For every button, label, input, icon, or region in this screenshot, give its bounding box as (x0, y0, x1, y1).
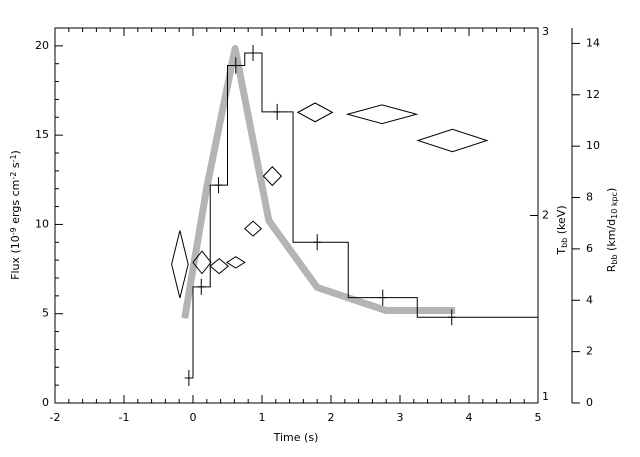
y-axis-label-part: s (9, 162, 22, 171)
y-tick-label: 0 (42, 396, 49, 409)
y-tick-label: 10 (35, 217, 49, 230)
y3-axis-label-part: ) (605, 188, 618, 192)
y-tick-label: 15 (35, 128, 49, 141)
temperature-diamond (416, 128, 489, 153)
flux-step (184, 52, 538, 379)
y3-tick-label: 14 (586, 36, 600, 49)
x-axis-label: Time (s) (273, 431, 319, 444)
y3-axis-label-part: bb (610, 254, 619, 264)
temperature-diamond (262, 166, 283, 187)
temperature-diamond (209, 257, 229, 275)
y3-axis-label: Rbb (km/d10 kpc) (605, 188, 619, 273)
y-axis-label-part: -1 (9, 154, 18, 162)
x-tick-label: 0 (190, 411, 197, 424)
y-axis-label-part: ) (9, 150, 22, 154)
y-axis-label: Flux (10-9 ergs cm-2 s-1) (9, 150, 22, 280)
x-tick-label: -2 (50, 411, 61, 424)
x-tick-label: 5 (535, 411, 542, 424)
radius-line (181, 45, 456, 319)
y3-tick-label: 8 (586, 191, 593, 204)
x-tick-label: -1 (119, 411, 130, 424)
x-tick-label: 3 (397, 411, 404, 424)
temperature-diamond (296, 102, 334, 123)
y2-axis-label-part: (keV) (555, 205, 568, 237)
y-axis-label-part: -9 (9, 227, 18, 235)
y2-tick-label: 2 (542, 209, 549, 222)
y3-axis-label-part: R (605, 264, 618, 272)
flux-cross (231, 57, 240, 74)
temperature-diamond (192, 250, 212, 275)
flux-cross (313, 234, 322, 251)
y-axis-label-part: -2 (9, 172, 18, 180)
y-tick-label: 20 (35, 39, 49, 52)
flux-cross (214, 177, 223, 194)
y3-tick-label: 12 (586, 88, 600, 101)
y2-tick-label: 3 (542, 25, 549, 38)
temperature-diamond (171, 230, 189, 299)
x-tick-label: 1 (259, 411, 266, 424)
y3-tick-label: 4 (586, 293, 593, 306)
flux-cross (273, 103, 282, 120)
y-axis-label-part: ergs cm (9, 180, 22, 228)
temperature-diamond (345, 104, 419, 125)
y2-axis-label: Tbb (keV) (555, 205, 569, 255)
y3-axis-label-part: (km/d (605, 219, 618, 255)
y3-tick-label: 10 (586, 139, 600, 152)
y2-axis-label-part: T (555, 248, 568, 256)
flux-cross (197, 278, 206, 295)
flux-cross (184, 370, 193, 386)
temperature-diamond (225, 256, 246, 269)
y3-axis-label-part: 10 kpc (610, 192, 619, 219)
y2-tick-label: 1 (542, 390, 549, 403)
y2-axis-label-part: bb (560, 238, 569, 248)
x-tick-label: 4 (466, 411, 473, 424)
y3-tick-label: 0 (586, 396, 593, 409)
y-axis-label-part: Flux (10 (9, 235, 22, 280)
y3-tick-label: 2 (586, 345, 593, 358)
plot-frame (54, 27, 539, 404)
flux-cross (249, 45, 258, 61)
flux-cross (378, 289, 387, 306)
y-tick-label: 5 (42, 307, 49, 320)
temperature-diamond (244, 220, 263, 237)
flux-cross (447, 309, 456, 326)
x-tick-label: 2 (328, 411, 335, 424)
y3-tick-label: 6 (586, 242, 593, 255)
